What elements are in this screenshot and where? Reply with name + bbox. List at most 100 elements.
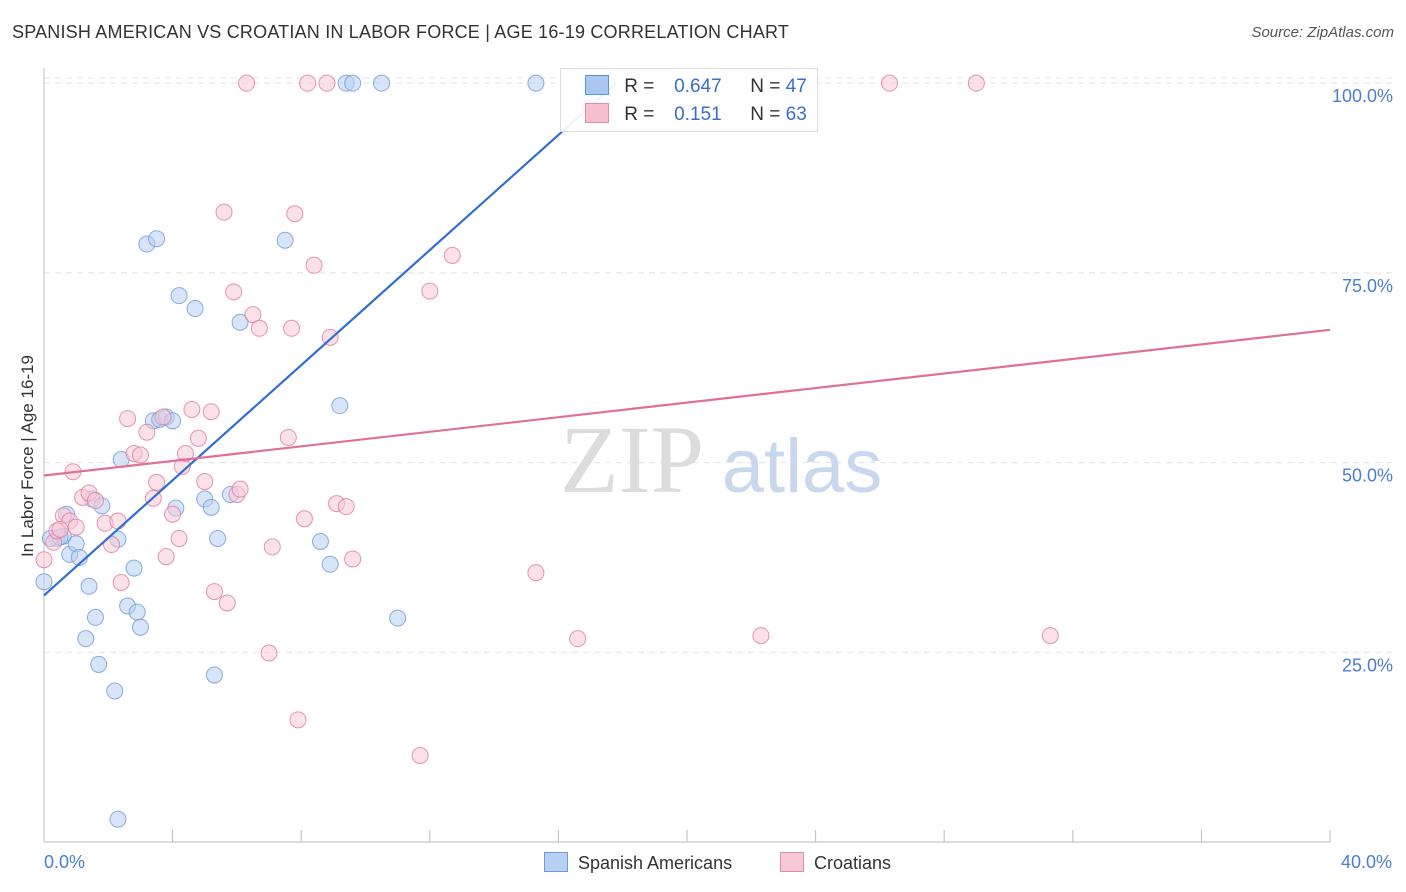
croatian-point (443, 246, 461, 264)
croatian-point (176, 444, 194, 462)
legend-swatch-croatian (585, 103, 609, 123)
croatian-point (131, 446, 149, 464)
r-label: R = (624, 104, 655, 125)
r-label: R = (624, 76, 655, 97)
n-value: 47 (785, 76, 807, 97)
croatian-point (205, 583, 223, 601)
spanish-american-point (148, 230, 166, 248)
croatian-point (35, 551, 53, 569)
trend-lines (43, 82, 1331, 597)
spanish-american-point (202, 498, 220, 516)
spanish-american-point (186, 300, 204, 318)
legend-item-spanish-americans[interactable]: Spanish Americans (544, 852, 732, 874)
croatian-point (103, 536, 121, 554)
n-value: 63 (785, 104, 807, 125)
source-label: Source: ZipAtlas.com (1251, 24, 1394, 41)
croatian-point (183, 400, 201, 418)
spanish-american-point (106, 682, 124, 700)
croatian-point (157, 548, 175, 566)
croatian-point (967, 74, 985, 92)
croatian-point (279, 429, 297, 447)
croatian-trend-line (43, 328, 1331, 477)
croatian-point (225, 283, 243, 301)
croatian-point (318, 74, 336, 92)
legend-label: Spanish Americans (578, 853, 733, 873)
croatian-point (337, 498, 355, 516)
y-tick-label: 50.0% (1342, 466, 1393, 486)
x-tick-label-min: 0.0% (44, 852, 86, 872)
spanish-american-point (209, 529, 227, 547)
croatian-point (202, 403, 220, 421)
watermark-atlas: atlas (722, 424, 883, 509)
croatian-point (289, 711, 307, 729)
croatian-point (170, 529, 188, 547)
n-label: N = (750, 76, 781, 97)
data-points (35, 74, 1059, 828)
croatian-point (295, 510, 313, 528)
croatian-point (1041, 627, 1059, 645)
croatian-point (421, 282, 439, 300)
spanish-american-point (170, 287, 188, 305)
legend-row-spanish: R = 0.647 N = 47 (585, 75, 807, 98)
chart-title: SPANISH AMERICAN VS CROATIAN IN LABOR FO… (12, 22, 790, 42)
croatian-point (67, 518, 85, 536)
correlation-legend: R = 0.647 N = 47 R = 0.151 N = 63 (560, 68, 818, 132)
croatian-point (881, 74, 899, 92)
croatian-point (305, 256, 323, 274)
croatian-point (109, 512, 127, 530)
croatian-point (154, 408, 172, 426)
r-value: 0.647 (674, 76, 722, 97)
spanish-american-point (80, 577, 98, 595)
spanish-american-point (109, 810, 127, 828)
croatian-point (244, 306, 262, 324)
croatian-point (218, 594, 236, 612)
spanish-american-point (373, 74, 391, 92)
croatian-point (112, 573, 130, 591)
croatian-point (411, 746, 429, 764)
croatian-point (86, 492, 104, 510)
croatian-point (215, 203, 233, 221)
croatian-point (321, 328, 339, 346)
n-label: N = (750, 104, 781, 125)
y-tick-labels: 25.0% 50.0% 75.0% 100.0% (1332, 86, 1393, 675)
spanish-american-point (90, 655, 108, 673)
croatian-point (299, 74, 317, 92)
legend-label: Croatians (814, 853, 892, 873)
croatian-point (189, 429, 207, 447)
croatian-point (51, 520, 69, 538)
spanish-american-point (125, 559, 143, 577)
x-tick-label-max: 40.0% (1340, 852, 1392, 872)
croatian-point (231, 480, 249, 498)
spanish-american-point (276, 231, 294, 249)
axes (43, 68, 1331, 843)
legend-swatch-spanish-americans (544, 852, 568, 872)
spanish-american-point (527, 74, 545, 92)
croatian-point (283, 319, 301, 337)
legend-row-croatian: R = 0.151 N = 63 (585, 103, 807, 126)
legend-swatch-spanish (585, 75, 609, 95)
y-tick-label: 25.0% (1342, 655, 1393, 675)
watermark: ZIP atlas (560, 406, 882, 513)
spanish-american-point (344, 74, 362, 92)
legend-item-croatians[interactable]: Croatians (780, 852, 891, 874)
r-value: 0.151 (674, 104, 722, 125)
croatian-point (138, 423, 156, 441)
spanish-american-point (321, 555, 339, 573)
croatian-point (263, 538, 281, 556)
croatian-point (196, 473, 214, 491)
spanish-american-point (231, 313, 249, 331)
watermark-zip: ZIP (560, 406, 704, 513)
croatian-point (119, 410, 137, 428)
spanish-american-point (205, 666, 223, 684)
spanish-american-trend-line (43, 82, 618, 597)
croatian-point (250, 319, 268, 337)
croatian-point (344, 550, 362, 568)
croatian-point (752, 627, 770, 645)
spanish-american-point (131, 618, 149, 636)
legend-swatch-croatians (780, 852, 804, 872)
spanish-american-point (77, 630, 95, 648)
spanish-american-point (311, 533, 329, 551)
grid-lines (44, 77, 1392, 653)
y-tick-label: 100.0% (1332, 86, 1393, 106)
